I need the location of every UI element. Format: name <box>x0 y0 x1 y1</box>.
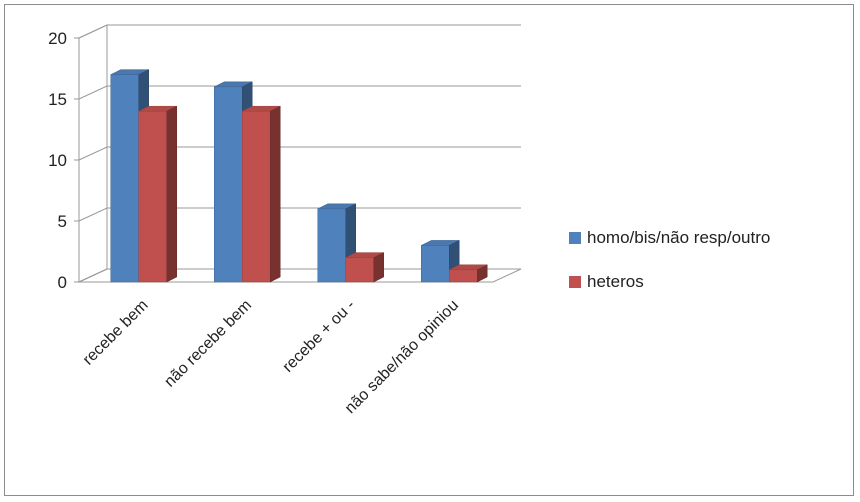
x-category-label: não recebe bem <box>161 297 255 391</box>
legend-item: heteros <box>569 272 644 291</box>
legend-swatch <box>569 276 581 288</box>
gridlines <box>74 24 521 283</box>
y-tick-label: 15 <box>48 90 67 109</box>
bar-front <box>214 86 243 283</box>
x-axis-labels: recebe bem não recebe bem recebe + ou -não… <box>80 297 462 417</box>
legend-swatch <box>569 232 581 244</box>
legend: homo/bis/não resp/outro heteros <box>569 228 770 291</box>
x-category-label: recebe bem <box>80 297 152 369</box>
x-category-label: não sabe/não opiniou <box>342 297 462 417</box>
bar-front <box>138 110 167 283</box>
bar-series2 <box>242 105 281 283</box>
y-tick-label: 5 <box>58 212 67 231</box>
gridline <box>78 85 521 100</box>
gridline <box>78 207 521 222</box>
bar-front <box>242 110 271 283</box>
bar-front <box>449 269 478 283</box>
bar-series2 <box>449 264 488 283</box>
bar-front <box>110 74 139 283</box>
x-category-label: recebe + ou - <box>280 297 359 376</box>
y-axis-ticks: 0 5 10 15 20 <box>48 29 67 292</box>
y-tick-label: 0 <box>58 273 67 292</box>
bar-front <box>317 208 346 283</box>
gridline <box>78 24 521 39</box>
bar-front <box>345 257 374 283</box>
gridline <box>78 146 521 161</box>
bar-side <box>477 264 488 283</box>
legend-label: homo/bis/não resp/outro <box>587 228 770 247</box>
bar-series2 <box>345 252 384 283</box>
y-tick-label: 20 <box>48 29 67 48</box>
bar-side <box>270 105 281 283</box>
bars <box>110 69 488 283</box>
y-tick-label: 10 <box>48 151 67 170</box>
chart-frame: 0 5 10 15 20 recebe bem não recebe bem recebe … <box>4 4 854 496</box>
bar-side <box>373 252 384 283</box>
legend-label: heteros <box>587 272 644 291</box>
bar-side <box>166 105 177 283</box>
bar-series2 <box>138 105 177 283</box>
legend-item: homo/bis/não resp/outro <box>569 228 770 247</box>
bar-front <box>421 245 450 283</box>
